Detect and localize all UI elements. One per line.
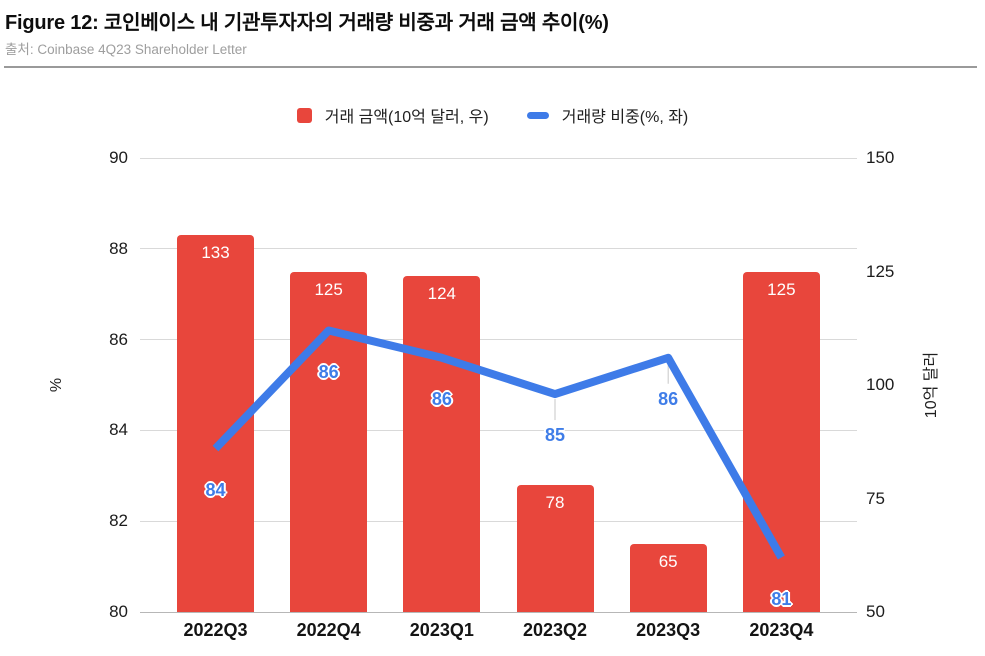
bar-value-label: 125 xyxy=(767,279,796,299)
bar-value-label: 124 xyxy=(427,284,457,304)
bar-series-swatch-icon xyxy=(296,107,312,123)
gridline xyxy=(140,248,857,250)
left-axis-tick-label: 80 xyxy=(109,602,128,621)
line-value-label: 81 xyxy=(771,588,792,609)
line-value-label: 85 xyxy=(544,425,566,446)
line-value-label: 86 xyxy=(431,388,452,409)
gridline xyxy=(140,429,857,431)
bar-2022Q4[interactable] xyxy=(290,271,368,612)
left-axis-title: % xyxy=(48,377,65,393)
left-axis-tick-label: 88 xyxy=(109,238,128,258)
line-value-label: 86 xyxy=(318,361,339,382)
x-axis-tick-label: 2022Q3 xyxy=(183,620,248,640)
right-axis-tick-label: 150 xyxy=(866,148,895,167)
x-axis-tick-label: 2023Q4 xyxy=(749,620,814,640)
right-axis-tick-label: 125 xyxy=(866,261,895,281)
left-axis-tick-label: 90 xyxy=(109,148,128,167)
line-value-label: 84 xyxy=(205,479,226,500)
bar-value-label: 65 xyxy=(658,551,678,571)
chart-legend: 거래 금액(10억 달러, 우) 거래량 비중(%, 좌) xyxy=(0,102,985,128)
divider xyxy=(4,66,977,68)
line-series-swatch-icon xyxy=(526,111,549,119)
x-axis-tick-label: 2023Q3 xyxy=(636,620,701,640)
bar-2023Q2[interactable] xyxy=(516,484,594,612)
bar-value-label: 78 xyxy=(545,492,565,512)
figure-source: 출처: Coinbase 4Q23 Shareholder Letter xyxy=(5,42,247,57)
right-axis-tick-label: 50 xyxy=(866,602,885,621)
legend-item-trade-amount[interactable]: 거래 금액(10억 달러, 우) xyxy=(296,103,489,127)
bar-2023Q1[interactable] xyxy=(403,276,481,612)
right-axis-tick-label: 75 xyxy=(866,488,885,508)
gridline xyxy=(140,520,857,522)
legend-item-volume-share[interactable]: 거래량 비중(%, 좌) xyxy=(526,103,689,127)
line-value-label: 86 xyxy=(658,388,679,409)
x-axis-tick-label: 2023Q2 xyxy=(522,620,588,640)
bar-2023Q3[interactable] xyxy=(629,543,707,612)
gridline xyxy=(140,611,857,613)
volume-share-line[interactable] xyxy=(212,326,785,560)
bar-value-label: 133 xyxy=(201,243,230,263)
left-axis-tick-label: 84 xyxy=(109,420,128,440)
left-axis-tick-label: 82 xyxy=(109,511,128,531)
right-axis-tick-label: 100 xyxy=(866,375,895,394)
gridline xyxy=(140,339,857,341)
gridline xyxy=(140,157,857,159)
figure-title: Figure 12: 코인베이스 내 기관투자자의 거래량 비중과 거래 금액 … xyxy=(5,12,609,34)
left-axis-tick-label: 86 xyxy=(109,329,128,349)
x-axis-tick-label: 2022Q4 xyxy=(296,620,361,640)
bar-2023Q4[interactable] xyxy=(742,271,820,612)
legend-label-volume-share: 거래량 비중(%, 좌) xyxy=(561,109,689,126)
legend-label-trade-amount: 거래 금액(10억 달러, 우) xyxy=(324,109,489,126)
bar-value-label: 125 xyxy=(314,279,343,299)
x-axis-tick-label: 2023Q1 xyxy=(409,620,474,640)
